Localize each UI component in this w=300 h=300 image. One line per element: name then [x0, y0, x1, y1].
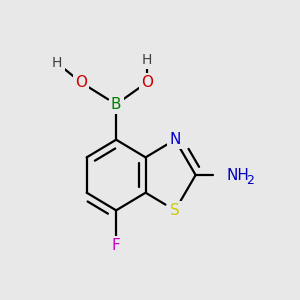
Text: 2: 2 — [246, 174, 254, 187]
Text: N: N — [169, 132, 181, 147]
Text: O: O — [75, 75, 87, 90]
Text: H: H — [142, 53, 152, 67]
Text: H: H — [52, 56, 62, 70]
Text: F: F — [112, 238, 121, 253]
Text: NH: NH — [226, 167, 249, 182]
Text: O: O — [141, 75, 153, 90]
Text: B: B — [111, 97, 122, 112]
Text: S: S — [170, 203, 180, 218]
